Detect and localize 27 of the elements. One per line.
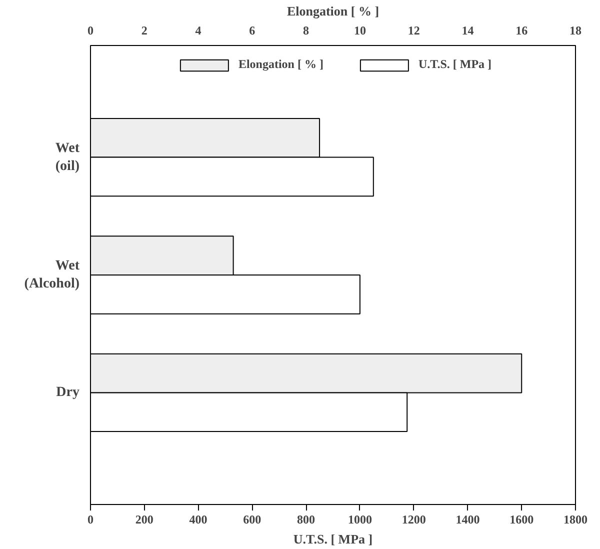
x-tick-label: 1400	[456, 512, 480, 526]
x-tick-label: 0	[88, 512, 94, 526]
x2-tick-label: 14	[462, 24, 474, 38]
y-tick-label: Wet (Alcohol)	[24, 258, 80, 292]
legend-label: U.T.S. [ MPa ]	[418, 57, 492, 72]
x2-tick-label: 16	[516, 24, 528, 38]
x2-tick-label: 2	[141, 24, 148, 38]
x2-axis-title: Elongation [ % ]	[286, 4, 380, 18]
x-tick-label: 400	[189, 512, 208, 526]
x-tick-label: 1000	[348, 512, 372, 526]
x2-tick-label: 0	[88, 24, 94, 38]
x-tick-label: 1600	[510, 512, 534, 526]
y-tick-label: Wet (oil)	[55, 140, 80, 174]
x-tick-label: 600	[243, 512, 262, 526]
x-tick-label: 200	[135, 512, 154, 526]
x2-tick-label: 18	[570, 24, 582, 38]
x2-tick-label: 8	[303, 24, 310, 38]
y-tick-label: Dry	[56, 385, 80, 400]
x2-tick-label: 10	[354, 24, 366, 38]
legend-label: Elongation [ % ]	[238, 57, 324, 72]
x2-tick-label: 12	[408, 24, 420, 38]
x2-tick-label: 4	[195, 24, 202, 38]
x-tick-label: 1200	[402, 512, 426, 526]
x-tick-label: 800	[297, 512, 316, 526]
x-axis-title: U.T.S. [ MPa ]	[293, 532, 373, 546]
x-tick-label: 1800	[564, 512, 588, 526]
x2-tick-label: 6	[249, 24, 256, 38]
